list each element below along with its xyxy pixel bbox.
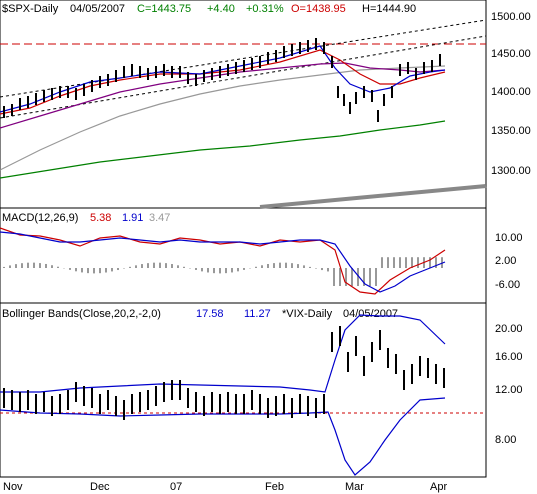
- vix-tick-16: 16.00: [495, 351, 523, 363]
- ma200-line: [0, 120, 446, 179]
- price-tick-1350: 1350.00: [491, 125, 531, 137]
- ma10-line: [0, 45, 446, 113]
- x-label-nov: Nov: [3, 481, 23, 493]
- macd-label: MACD(12,26,9): [2, 212, 78, 224]
- x-label-mar: Mar: [345, 481, 364, 493]
- vix-bb-label: Bollinger Bands(Close,20,2,-2,0): [2, 308, 161, 320]
- macd-value: 5.38: [90, 212, 111, 224]
- price-title: $SPX-Daily: [2, 3, 59, 15]
- price-high: H=1444.90: [362, 3, 416, 15]
- upper-trendline: [0, 19, 487, 98]
- x-label-feb: Feb: [265, 481, 284, 493]
- price-tick-1500: 1500.00: [491, 11, 531, 23]
- price-tick-1400: 1400.00: [491, 86, 531, 98]
- x-label-07: 07: [170, 481, 182, 493]
- price-tick-1300: 1300.00: [491, 165, 531, 177]
- macd-tick-10: 10.00: [495, 232, 523, 244]
- price-pct: +0.31%: [246, 3, 284, 15]
- macd-tick-2: 2.00: [495, 255, 516, 267]
- vix-symbol: *VIX-Daily: [282, 308, 333, 320]
- vix-tick-12: 12.00: [495, 384, 523, 396]
- macd-tick-6: -6.00: [495, 279, 520, 291]
- vix-tick-8: 8.00: [495, 434, 516, 446]
- lower-trendline: [0, 35, 487, 119]
- ma50-line: [0, 62, 446, 129]
- macd-hist: 3.47: [149, 212, 170, 224]
- vix-date: 04/05/2007: [343, 308, 398, 320]
- macd-signal: 1.91: [122, 212, 143, 224]
- vix-bars: [3, 326, 445, 420]
- price-tick-1450: 1450.00: [491, 48, 531, 60]
- price-close: C=1443.75: [137, 3, 191, 15]
- price-panel: [0, 0, 487, 209]
- x-label-apr: Apr: [430, 481, 447, 493]
- vix-bb-upper: 17.58: [196, 308, 224, 320]
- price-date: 04/05/2007: [70, 3, 125, 15]
- price-open: O=1438.95: [291, 3, 346, 15]
- ma200-extension: [259, 184, 487, 209]
- vix-tick-20: 20.00: [495, 323, 523, 335]
- vix-upper-band: [0, 314, 446, 393]
- vix-bb-lower: 11.27: [244, 308, 271, 320]
- vix-panel: [0, 302, 487, 478]
- price-change: +4.40: [207, 3, 235, 15]
- signal-line: [0, 231, 446, 293]
- macd-panel: [0, 207, 487, 304]
- price-bars: [3, 38, 441, 122]
- x-label-dec: Dec: [90, 481, 110, 493]
- vix-lower-band: [0, 397, 446, 476]
- ma100-line: [0, 65, 446, 171]
